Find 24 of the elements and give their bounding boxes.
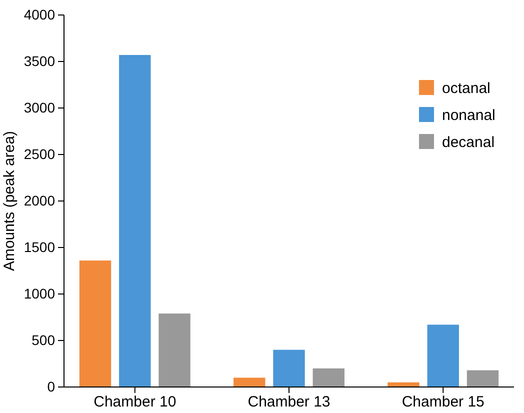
x-tick-label: Chamber 13 [248,394,330,411]
y-tick-label: 1000 [24,285,56,302]
y-tick-label: 2500 [24,146,56,162]
y-tick-label: 2000 [24,192,56,208]
legend-label: nonanal [442,107,496,124]
bar [273,350,305,387]
y-tick-label: 3500 [24,52,56,69]
bar [234,378,266,387]
x-tick-label: Chamber 10 [94,394,176,411]
y-tick-label: 0 [47,378,56,394]
bar [158,314,190,387]
legend-label: decanal [442,134,495,151]
y-tick-label: 4000 [24,6,56,22]
y-tick-label: 1500 [24,238,56,255]
x-tick-label: Chamber 15 [402,394,484,411]
bar [79,260,112,387]
y-tick-label: 500 [32,332,56,348]
y-tick-label: 3000 [24,99,56,116]
bar [119,54,151,387]
bar [427,324,459,387]
legend-label: octanal [442,80,490,97]
bar [466,370,499,387]
y-axis-title: Amounts (peak area) [1,130,18,272]
bar [312,368,344,387]
